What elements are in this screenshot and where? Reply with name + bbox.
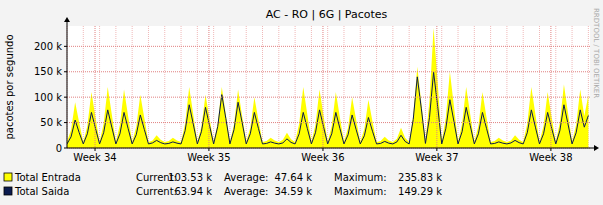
x-axis <box>67 148 594 149</box>
minor-grid-line <box>295 26 296 148</box>
major-grid <box>67 26 590 148</box>
page: {"chart_data": { "type": "area", "title"… <box>0 0 603 205</box>
x-tick-label: Week 36 <box>301 152 344 163</box>
minor-grid-line <box>311 26 312 148</box>
minor-grid-line <box>278 26 279 148</box>
minor-grid-line <box>148 26 149 148</box>
y-grid-line <box>67 97 590 98</box>
minor-grid-line <box>409 26 410 148</box>
minor-grid-line <box>490 26 491 148</box>
minor-grid-line <box>572 26 573 148</box>
x-axis-arrow <box>594 145 599 151</box>
minor-grid-line <box>327 26 328 148</box>
y-tick-label: 0 <box>56 143 62 154</box>
legend-stat-label: Average: <box>224 186 268 197</box>
minor-grid-line <box>164 26 165 148</box>
minor-grid-line <box>115 26 116 148</box>
minor-grid-line <box>392 26 393 148</box>
y-axis-label: pacotes por segundo <box>4 34 15 139</box>
y-tick-label: 150 k <box>34 66 62 77</box>
x-grid-line <box>550 26 551 148</box>
legend-stat-value: 149.29 k <box>398 186 442 197</box>
legend-swatch <box>4 187 12 195</box>
minor-grid-line <box>539 26 540 148</box>
minor-grid-line <box>246 26 247 148</box>
minor-grid-line <box>376 26 377 148</box>
legend-stat-label: Average: <box>224 172 268 183</box>
minor-grid-line <box>83 26 84 148</box>
x-tick-label: Week 35 <box>187 152 230 163</box>
minor-grid-line <box>229 26 230 148</box>
minor-grid-line <box>523 26 524 148</box>
legend-stat-label: Current: <box>136 186 177 197</box>
minor-grid-line <box>458 26 459 148</box>
legend-stat-value: 63.94 k <box>174 186 212 197</box>
chart: 0 50 k 100 k 150 k 200 k Week 34 Week 35 Week 3… <box>0 0 603 205</box>
line-series <box>67 72 588 144</box>
minor-grid-line <box>213 26 214 148</box>
x-grid-line <box>322 26 323 148</box>
x-grid-line <box>436 26 437 148</box>
minor-grid-line <box>262 26 263 148</box>
legend-stat-value: 47.64 k <box>274 172 312 183</box>
y-grid-line <box>67 46 590 47</box>
background <box>0 0 603 205</box>
x-tick-label: Week 38 <box>529 152 572 163</box>
minor-grid-line <box>441 26 442 148</box>
x-grid-line <box>95 26 96 148</box>
y-tick-label: 200 k <box>34 41 62 52</box>
x-tick-label: Week 34 <box>73 152 116 163</box>
watermark: RRDTOOL / TOBI OETIKER <box>592 8 600 98</box>
minor-grid <box>67 26 588 148</box>
minor-grid-line <box>181 26 182 148</box>
y-tick-label: 100 k <box>34 92 62 103</box>
legend-stat-value: 235.83 k <box>398 172 442 183</box>
y-axis <box>67 22 68 148</box>
y-grid-line <box>67 122 590 123</box>
legend-stat-label: Maximum: <box>334 172 387 183</box>
y-axis-arrow <box>64 17 70 22</box>
minor-grid-line <box>474 26 475 148</box>
legend-stat-label: Maximum: <box>334 186 387 197</box>
minor-grid-line <box>425 26 426 148</box>
title: AC - RO | 6G | Pacotes <box>266 8 388 21</box>
y-tick-label: 50 k <box>40 117 62 128</box>
minor-grid-line <box>360 26 361 148</box>
minor-grid-line <box>555 26 556 148</box>
x-grid-line <box>208 26 209 148</box>
x-tick-label: Week 37 <box>415 152 458 163</box>
minor-grid-line <box>197 26 198 148</box>
legend-swatch <box>4 173 12 181</box>
minor-grid-line <box>99 26 100 148</box>
legend-label: Total Saida <box>14 186 69 197</box>
minor-grid-line <box>506 26 507 148</box>
y-grid-line <box>67 71 590 72</box>
legend-label: Total Entrada <box>14 172 81 183</box>
minor-grid-line <box>132 26 133 148</box>
legend-stat-value: 103.53 k <box>168 172 212 183</box>
legend-stat-value: 34.59 k <box>274 186 312 197</box>
plot-area <box>67 26 590 148</box>
minor-grid-line <box>343 26 344 148</box>
